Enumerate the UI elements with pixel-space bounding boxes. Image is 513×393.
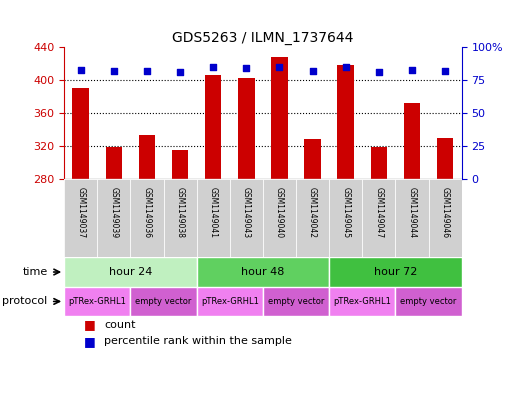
FancyBboxPatch shape	[329, 287, 396, 316]
FancyBboxPatch shape	[329, 257, 462, 287]
Text: percentile rank within the sample: percentile rank within the sample	[104, 336, 292, 346]
Bar	[139, 135, 155, 179]
Text: GSM1149037: GSM1149037	[76, 187, 85, 238]
FancyBboxPatch shape	[97, 179, 130, 257]
Text: GSM1149044: GSM1149044	[407, 187, 417, 238]
Text: pTRex-GRHL1: pTRex-GRHL1	[68, 297, 126, 306]
Point	[342, 64, 350, 70]
Bar	[106, 147, 122, 179]
Bar	[271, 57, 288, 179]
Point	[275, 64, 284, 70]
Point	[76, 66, 85, 73]
Point	[176, 69, 184, 75]
Point	[242, 65, 250, 72]
Bar	[437, 138, 453, 179]
FancyBboxPatch shape	[396, 179, 428, 257]
Bar	[72, 88, 89, 179]
Bar	[238, 77, 254, 179]
Text: hour 24: hour 24	[109, 267, 152, 277]
FancyBboxPatch shape	[64, 257, 196, 287]
FancyBboxPatch shape	[263, 287, 329, 316]
Text: GSM1149038: GSM1149038	[175, 187, 185, 237]
FancyBboxPatch shape	[130, 287, 196, 316]
Text: protocol: protocol	[3, 296, 48, 307]
Text: GSM1149042: GSM1149042	[308, 187, 317, 237]
Text: ■: ■	[84, 318, 96, 331]
Text: time: time	[22, 267, 48, 277]
Text: GSM1149041: GSM1149041	[209, 187, 218, 237]
Text: ■: ■	[84, 335, 96, 348]
Bar	[338, 65, 354, 179]
FancyBboxPatch shape	[164, 179, 196, 257]
Point	[143, 68, 151, 74]
Bar	[205, 75, 222, 179]
Title: GDS5263 / ILMN_1737644: GDS5263 / ILMN_1737644	[172, 31, 353, 45]
Text: GSM1149039: GSM1149039	[109, 187, 119, 238]
Point	[110, 68, 118, 74]
FancyBboxPatch shape	[396, 287, 462, 316]
Text: pTRex-GRHL1: pTRex-GRHL1	[333, 297, 391, 306]
FancyBboxPatch shape	[196, 257, 329, 287]
Text: GSM1149045: GSM1149045	[341, 187, 350, 238]
Point	[408, 66, 416, 73]
Text: empty vector: empty vector	[135, 297, 192, 306]
FancyBboxPatch shape	[296, 179, 329, 257]
Text: hour 48: hour 48	[241, 267, 285, 277]
Point	[441, 68, 449, 74]
FancyBboxPatch shape	[64, 287, 130, 316]
FancyBboxPatch shape	[64, 179, 97, 257]
FancyBboxPatch shape	[263, 179, 296, 257]
FancyBboxPatch shape	[230, 179, 263, 257]
Text: pTRex-GRHL1: pTRex-GRHL1	[201, 297, 259, 306]
Point	[375, 69, 383, 75]
Bar	[172, 150, 188, 179]
Text: empty vector: empty vector	[400, 297, 457, 306]
FancyBboxPatch shape	[362, 179, 396, 257]
Bar	[404, 103, 420, 179]
Text: count: count	[104, 320, 135, 330]
Text: GSM1149047: GSM1149047	[374, 187, 383, 238]
FancyBboxPatch shape	[196, 179, 230, 257]
Text: GSM1149040: GSM1149040	[275, 187, 284, 238]
FancyBboxPatch shape	[428, 179, 462, 257]
FancyBboxPatch shape	[196, 287, 263, 316]
Bar	[304, 139, 321, 179]
Point	[209, 64, 218, 70]
Text: GSM1149046: GSM1149046	[441, 187, 449, 238]
Point	[308, 68, 317, 74]
Text: GSM1149036: GSM1149036	[143, 187, 151, 238]
FancyBboxPatch shape	[130, 179, 164, 257]
FancyBboxPatch shape	[329, 179, 362, 257]
Text: empty vector: empty vector	[268, 297, 324, 306]
Text: hour 72: hour 72	[374, 267, 417, 277]
Bar	[370, 147, 387, 179]
Text: GSM1149043: GSM1149043	[242, 187, 251, 238]
